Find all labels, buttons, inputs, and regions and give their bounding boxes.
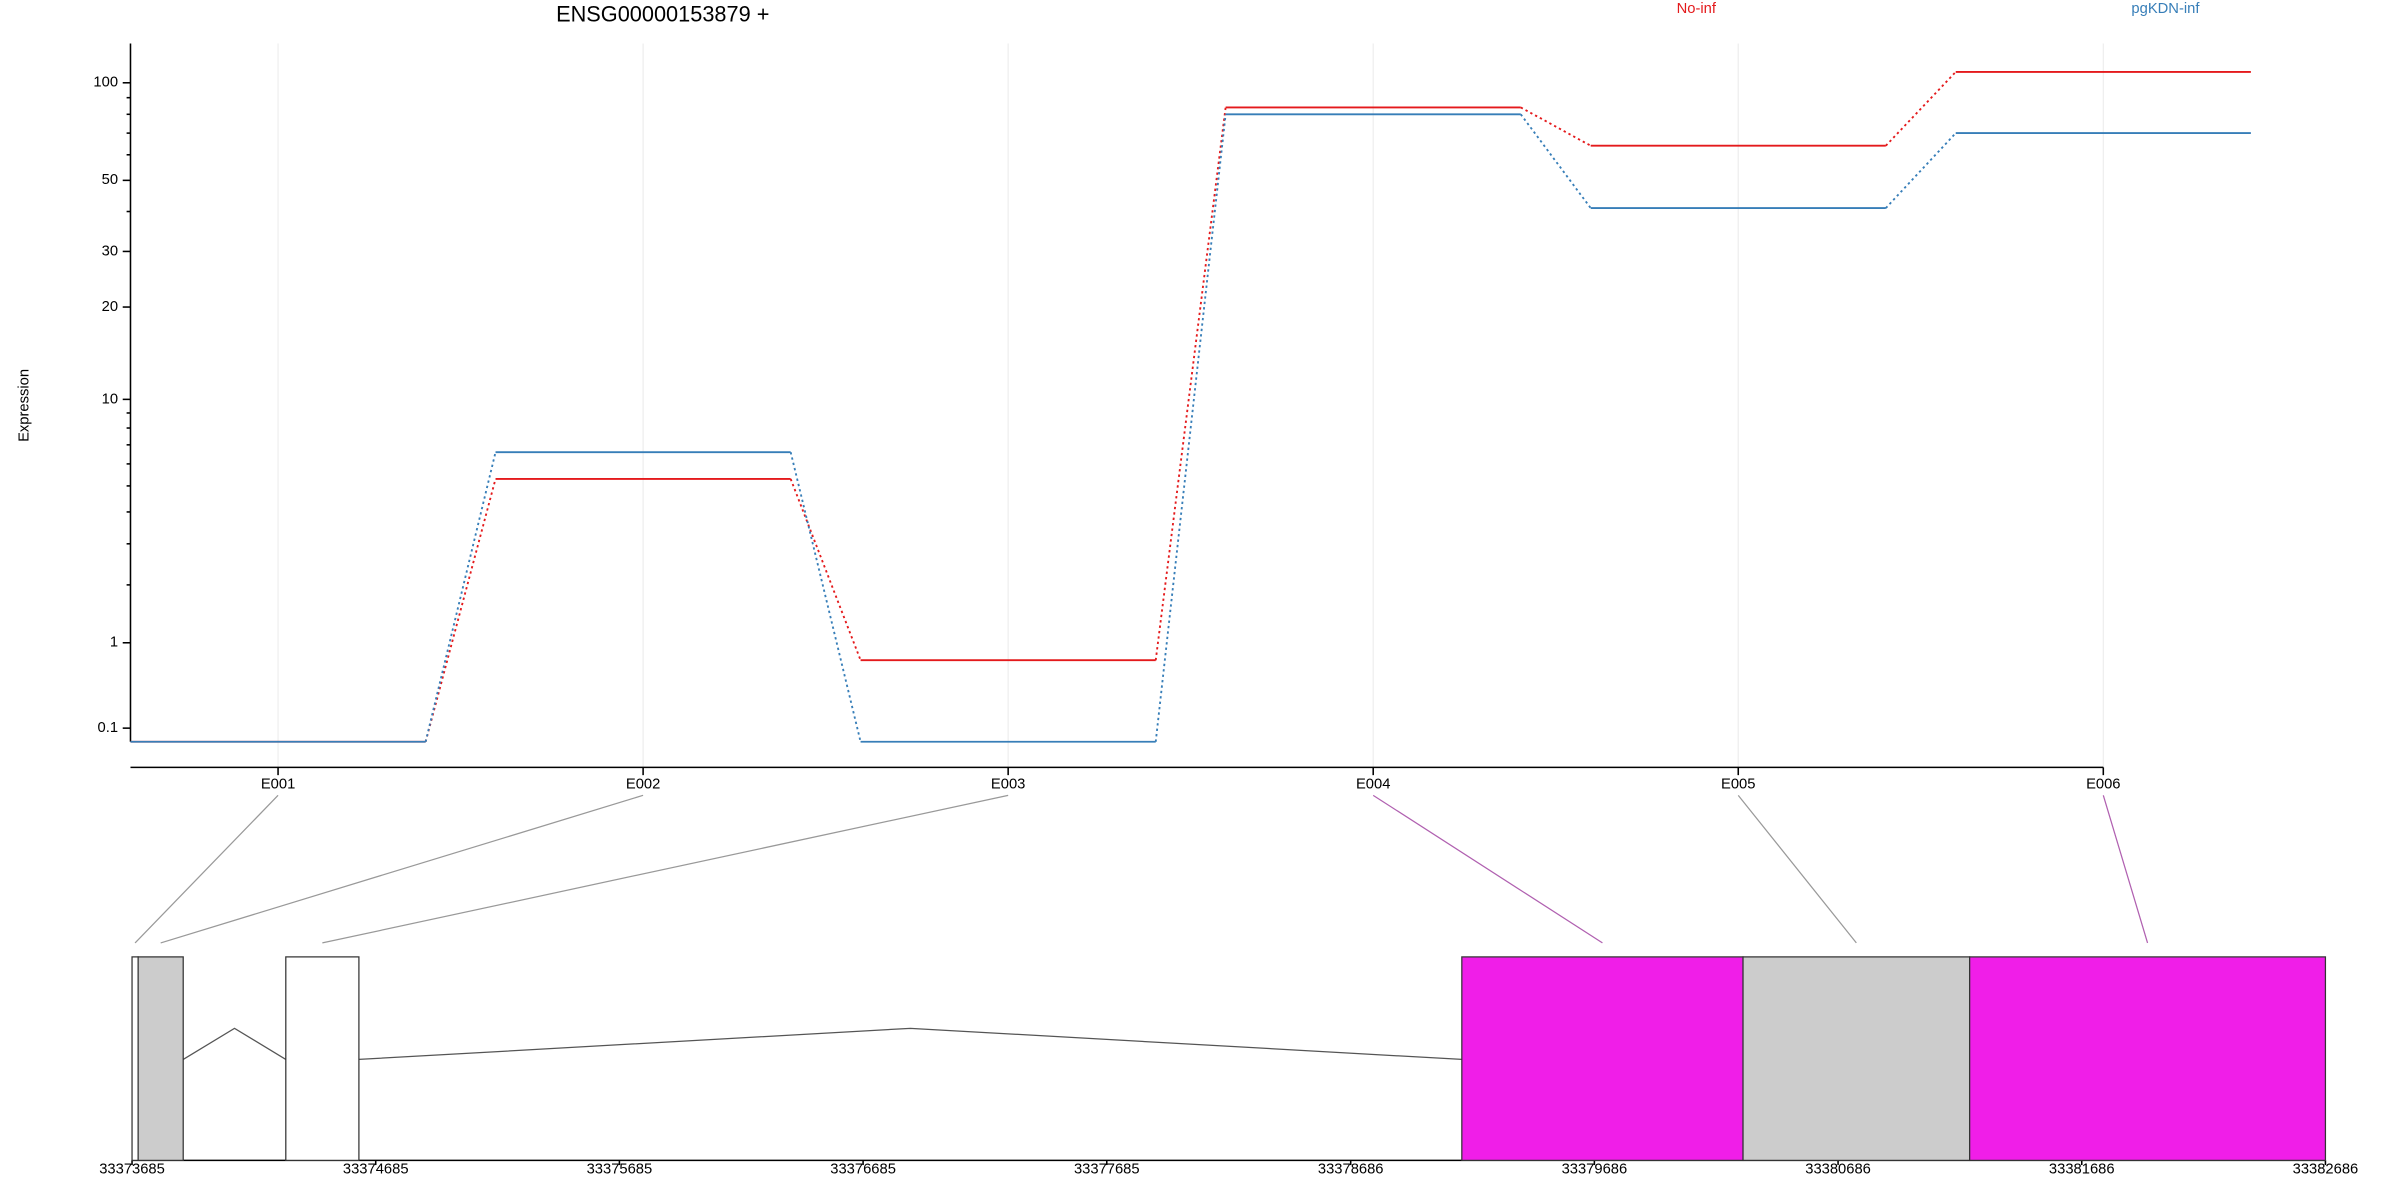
exon-link bbox=[2102, 795, 2149, 944]
connector bbox=[1154, 107, 1227, 661]
exon bbox=[131, 956, 139, 1162]
exon bbox=[285, 956, 360, 1162]
genome-tick-label: 33379686 bbox=[1562, 1162, 1628, 1178]
exon-link bbox=[134, 794, 279, 944]
x-tick-label: E002 bbox=[626, 776, 660, 792]
legend-label: No-inf bbox=[1677, 1, 1717, 17]
intron bbox=[182, 1027, 287, 1060]
connector bbox=[1520, 106, 1592, 147]
y-tick-label: 100 bbox=[93, 75, 118, 91]
y-tick-label: 1 bbox=[110, 635, 118, 651]
y-tick-label: 10 bbox=[102, 391, 118, 407]
chart-title: ENSG00000153879 + bbox=[556, 1, 769, 26]
connector bbox=[1885, 71, 1957, 147]
connector bbox=[789, 451, 862, 742]
genome-tick-label: 33377685 bbox=[1074, 1162, 1140, 1178]
exon bbox=[1461, 956, 1744, 1162]
genome-tick-label: 33382686 bbox=[2293, 1162, 2359, 1178]
exon bbox=[1969, 956, 2327, 1162]
exon-link bbox=[1372, 794, 1603, 944]
exon-link bbox=[160, 794, 644, 944]
exon-link bbox=[1737, 794, 1857, 944]
exon bbox=[1742, 956, 1971, 1162]
connector bbox=[789, 478, 862, 661]
connector bbox=[1154, 114, 1227, 742]
legend-label: pgKDN-inf bbox=[2131, 1, 2200, 17]
connector bbox=[424, 478, 497, 742]
intron bbox=[358, 1027, 1462, 1061]
y-tick-label: 30 bbox=[102, 243, 118, 259]
y-tick-label: 20 bbox=[102, 299, 118, 315]
x-tick-label: E006 bbox=[2086, 776, 2120, 792]
genome-tick-label: 33375685 bbox=[587, 1162, 653, 1178]
exon-link bbox=[322, 794, 1009, 944]
genome-tick-label: 33380686 bbox=[1805, 1162, 1871, 1178]
genome-tick-label: 33381686 bbox=[2049, 1162, 2115, 1178]
connector bbox=[1885, 132, 1957, 209]
y-axis-label: Expression bbox=[17, 369, 33, 442]
genome-tick-label: 33376685 bbox=[830, 1162, 896, 1178]
exon bbox=[137, 956, 184, 1162]
genome-tick-label: 33373685 bbox=[99, 1162, 165, 1178]
genome-tick-label: 33374685 bbox=[343, 1162, 409, 1178]
x-tick-label: E001 bbox=[261, 776, 295, 792]
connector bbox=[1520, 113, 1592, 209]
y-tick-label: 50 bbox=[102, 172, 118, 188]
connector bbox=[424, 451, 497, 742]
y-tick-label: 0.1 bbox=[98, 720, 119, 736]
x-tick-label: E003 bbox=[991, 776, 1025, 792]
x-tick-label: E004 bbox=[1356, 776, 1390, 792]
x-tick-label: E005 bbox=[1721, 776, 1755, 792]
genome-tick-label: 33378686 bbox=[1318, 1162, 1384, 1178]
